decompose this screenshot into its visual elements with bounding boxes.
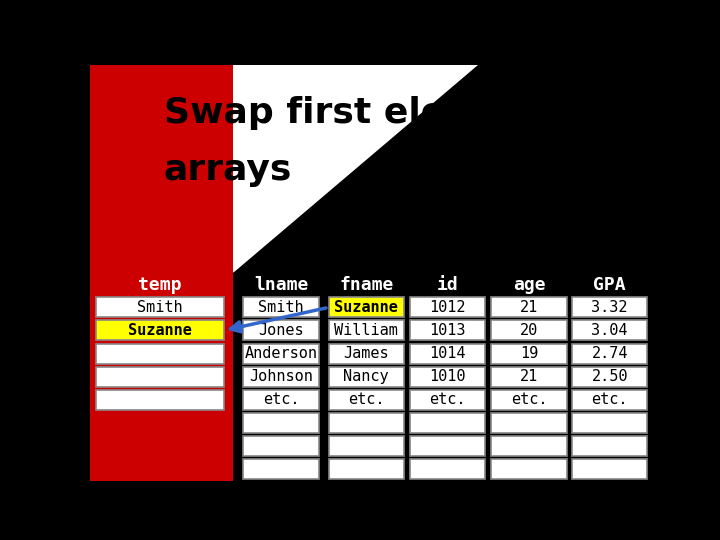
Bar xyxy=(410,320,485,340)
Polygon shape xyxy=(233,65,648,273)
Bar xyxy=(572,436,647,456)
Text: 21: 21 xyxy=(520,369,538,384)
Text: James: James xyxy=(343,346,389,361)
Bar xyxy=(243,343,319,363)
Text: etc.: etc. xyxy=(510,392,547,407)
Text: lname: lname xyxy=(254,276,308,294)
Text: etc.: etc. xyxy=(591,392,628,407)
Bar xyxy=(410,505,485,525)
Text: etc.: etc. xyxy=(263,392,300,407)
Bar xyxy=(329,413,404,433)
Text: 1013: 1013 xyxy=(429,323,466,338)
Bar xyxy=(410,390,485,410)
Bar xyxy=(492,413,567,433)
Bar xyxy=(572,343,647,363)
Bar xyxy=(572,482,647,502)
Bar xyxy=(492,482,567,502)
Bar xyxy=(410,413,485,433)
Text: Swap first elements of parallel: Swap first elements of parallel xyxy=(163,96,720,130)
Bar xyxy=(492,390,567,410)
Text: GPA: GPA xyxy=(593,276,626,294)
Bar xyxy=(243,367,319,387)
Bar xyxy=(410,436,485,456)
Bar xyxy=(329,482,404,502)
Bar xyxy=(410,482,485,502)
Bar xyxy=(243,505,319,525)
Text: Smith: Smith xyxy=(258,300,304,315)
Bar xyxy=(410,367,485,387)
Bar xyxy=(329,505,404,525)
Bar xyxy=(329,298,404,318)
Bar xyxy=(410,298,485,318)
Text: Suzanne: Suzanne xyxy=(334,300,398,315)
Bar xyxy=(243,320,319,340)
Bar xyxy=(492,343,567,363)
Text: fname: fname xyxy=(339,276,393,294)
Polygon shape xyxy=(90,65,140,142)
Text: 3.32: 3.32 xyxy=(591,300,628,315)
Polygon shape xyxy=(90,65,648,273)
Text: 2.74: 2.74 xyxy=(591,346,628,361)
Bar xyxy=(243,459,319,479)
Bar xyxy=(492,459,567,479)
Bar xyxy=(329,436,404,456)
Text: id: id xyxy=(437,276,459,294)
Text: arrays: arrays xyxy=(163,153,292,187)
Bar xyxy=(410,343,485,363)
Bar xyxy=(96,367,224,387)
Text: Suzanne: Suzanne xyxy=(128,323,192,338)
Text: 2.50: 2.50 xyxy=(591,369,628,384)
Bar xyxy=(492,367,567,387)
Bar xyxy=(243,298,319,318)
Text: 3.04: 3.04 xyxy=(591,323,628,338)
Bar xyxy=(572,298,647,318)
Text: 19: 19 xyxy=(520,346,538,361)
Bar xyxy=(96,320,224,340)
Bar xyxy=(96,343,224,363)
Text: 20: 20 xyxy=(520,323,538,338)
Text: Jones: Jones xyxy=(258,323,304,338)
Bar xyxy=(329,320,404,340)
Bar xyxy=(572,413,647,433)
Text: 1014: 1014 xyxy=(429,346,466,361)
Text: etc.: etc. xyxy=(429,392,466,407)
Bar xyxy=(329,367,404,387)
Bar xyxy=(572,320,647,340)
Text: Johnson: Johnson xyxy=(249,369,313,384)
Bar xyxy=(410,459,485,479)
Bar xyxy=(96,298,224,318)
Bar xyxy=(572,459,647,479)
Text: temp: temp xyxy=(138,276,182,294)
Text: 1010: 1010 xyxy=(429,369,466,384)
Bar xyxy=(243,413,319,433)
Text: Nancy: Nancy xyxy=(343,369,389,384)
Bar xyxy=(329,343,404,363)
Bar xyxy=(329,390,404,410)
Bar xyxy=(96,390,224,410)
Polygon shape xyxy=(233,65,648,273)
Text: Anderson: Anderson xyxy=(245,346,318,361)
Bar xyxy=(243,390,319,410)
Text: etc.: etc. xyxy=(348,392,384,407)
Bar xyxy=(243,482,319,502)
Bar xyxy=(492,436,567,456)
Text: age: age xyxy=(513,276,545,294)
Bar xyxy=(329,459,404,479)
Bar xyxy=(492,320,567,340)
Bar xyxy=(572,505,647,525)
Bar xyxy=(90,65,233,481)
Text: William: William xyxy=(334,323,398,338)
Bar xyxy=(243,436,319,456)
Text: Smith: Smith xyxy=(138,300,183,315)
Text: 21: 21 xyxy=(520,300,538,315)
Bar xyxy=(492,298,567,318)
Text: 1012: 1012 xyxy=(429,300,466,315)
Bar xyxy=(572,367,647,387)
Bar xyxy=(492,505,567,525)
Bar xyxy=(572,390,647,410)
